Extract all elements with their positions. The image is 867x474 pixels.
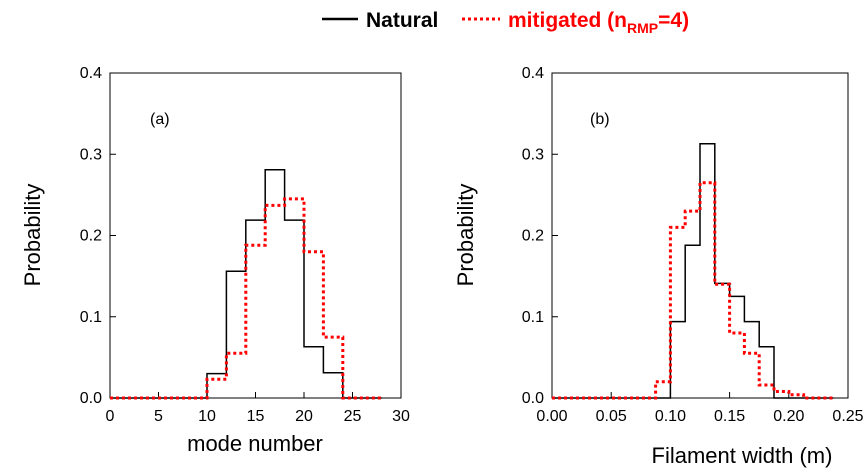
panel-a-ytick-label: 0.2 [80,228,102,245]
legend-mitigated-label: mitigated (nRMP=4) [508,9,689,36]
panel-b-series [552,142,834,400]
panel-b-xtick-label: 0.25 [832,408,863,425]
panel-b-label: (b) [590,111,610,128]
panel-b-ytick-label: 0.3 [522,146,544,163]
panel-b-ytick-label: 0.1 [522,309,544,326]
legend-mitigated-sub: RMP [627,20,658,36]
panel-b-ytick-label: 0.0 [522,390,544,407]
panel-a-xtick-label: 20 [295,408,313,425]
legend-mitigated-suffix: =4) [658,9,689,32]
panel-a-series-natural [110,168,382,399]
panel-b-xtick-label: 0.00 [536,408,567,425]
panel-a-xtick-label: 10 [198,408,216,425]
panel-b-xtick-label: 0.20 [773,408,804,425]
panel-b-xtick-label: 0.15 [714,408,745,425]
panel-a-xlabel: mode number [187,431,323,456]
panel-a-ytick-label: 0.0 [80,390,102,407]
panel-b-ytick-label: 0.4 [522,65,544,82]
panel-a-ylabel: Probability [20,184,45,287]
panel-b-ytick-label: 0.2 [522,228,544,245]
panel-a-xtick-label: 25 [344,408,362,425]
panel-a-xtick-label: 5 [154,408,163,425]
panel-b-ylabel: Probability [453,184,478,287]
panel-a-ytick-label: 0.4 [80,65,102,82]
legend-natural-label: Natural [366,9,438,32]
panel-a-series [110,168,382,400]
panel-a-xtick-label: 15 [247,408,265,425]
panel-b: 0.00 0.05 0.10 0.15 0.20 0.250.00.10.20.30.4 … [453,65,864,468]
panel-a: 0 5 10 15 20 25 30 0.0 0.1 0.2 0.3 0.4 (a) mode num… [20,65,410,456]
panel-b-series-mitigated [552,181,834,400]
panel-a-ytick-label: 0.1 [80,309,102,326]
panel-a-ticks: 0 5 10 15 20 25 30 0.0 0.1 0.2 0.3 0.4 [80,65,410,425]
panel-b-xtick-label: 0.05 [596,408,627,425]
panel-a-label: (a) [150,111,170,128]
panel-b-series-natural [552,142,834,399]
panel-a-ytick-label: 0.3 [80,146,102,163]
panel-a-series-mitigated [110,197,382,400]
panel-a-xtick-label: 0 [106,408,115,425]
panel-b-xtick-label: 0.10 [655,408,686,425]
panel-b-ticks: 0.00 0.05 0.10 0.15 0.20 0.25 0.0 0.1 0.2 0.3 0.4 [522,65,864,425]
panel-a-xtick-label: 30 [392,408,410,425]
legend-mitigated-prefix: mitigated (n [508,9,627,32]
legend: Natural mitigated (nRMP=4) [322,9,689,36]
panel-b-xlabel: Filament width (m) [652,443,833,468]
